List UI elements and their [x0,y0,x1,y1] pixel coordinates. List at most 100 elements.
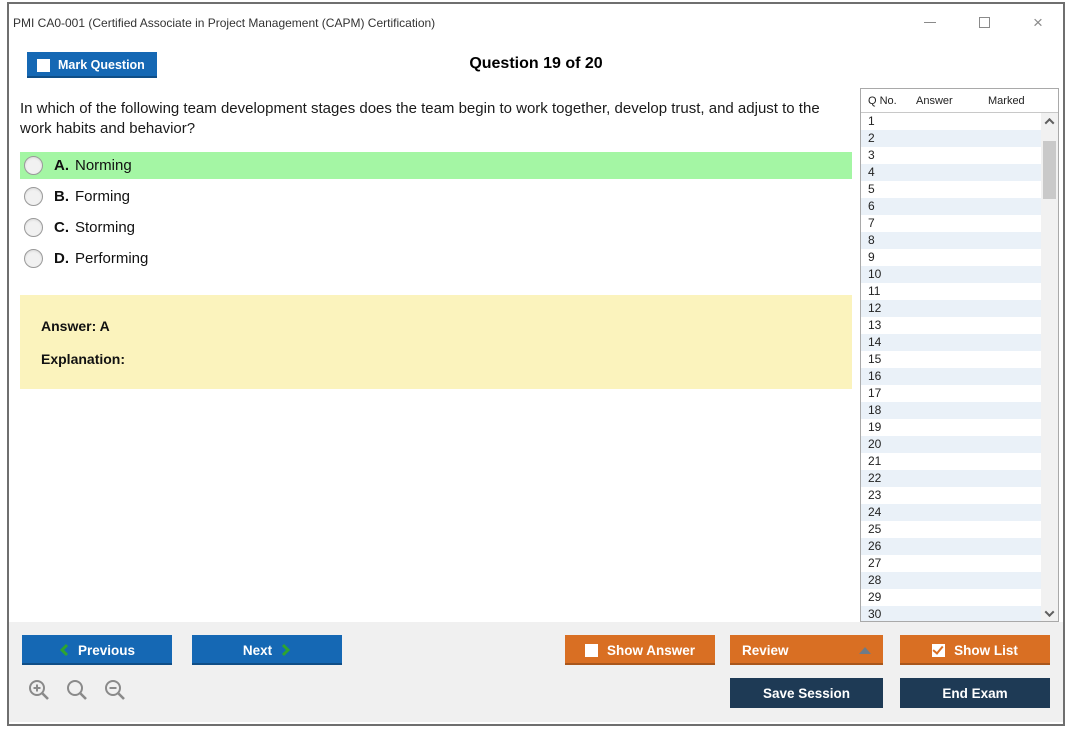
question-row-12[interactable]: 12 [861,300,1041,317]
question-list-body: 1 2 3 4 5 6 7 8 9 10 11 12 13 14 15 16 17 18 19 20 21 22 23 24 2… [861,113,1058,621]
previous-label: Previous [77,642,136,658]
column-header-answer: Answer [916,94,953,107]
save-session-button[interactable]: Save Session [730,678,883,708]
question-row-29[interactable]: 29 [868,590,882,604]
option-letter: A. [54,157,69,174]
answer-explanation-panel: Answer: A Explanation: [20,295,852,389]
show-list-button[interactable]: Show List [900,635,1050,665]
column-header-marked: Marked [988,94,1025,107]
question-row-11[interactable]: 11 [868,284,881,298]
review-button[interactable]: Review [730,635,883,665]
close-button[interactable]: × [1023,10,1053,34]
option-b[interactable]: B. Forming [20,183,852,210]
next-label: Next [242,642,273,658]
question-row-26[interactable]: 26 [861,538,1041,555]
show-list-checkbox-icon [932,643,946,657]
question-row-3[interactable]: 3 [868,148,875,162]
question-row-10[interactable]: 10 [861,266,1041,283]
option-a-radio[interactable] [24,156,43,175]
question-row-23[interactable]: 23 [868,488,882,502]
question-row-27[interactable]: 27 [868,556,882,570]
scrollbar-thumb[interactable] [1043,141,1056,199]
option-letter: B. [54,188,69,205]
question-row-21[interactable]: 21 [868,454,882,468]
chevron-left-icon [59,643,69,657]
question-row-30[interactable]: 30 [861,606,1041,621]
header-row: Question 19 of 20 Mark Question [9,46,1063,88]
question-list-scrollbar[interactable] [1041,113,1058,621]
options-list: A. Norming B. Forming C. Storming D. Per… [20,152,852,276]
scrollbar-track[interactable] [1041,129,1058,605]
question-row-2[interactable]: 2 [861,130,1041,147]
question-row-8[interactable]: 8 [861,232,1041,249]
zoom-reset-icon[interactable] [65,678,89,702]
zoom-in-icon[interactable] [27,678,51,702]
option-c[interactable]: C. Storming [20,214,852,241]
dropdown-up-icon [859,646,871,654]
question-row-9[interactable]: 9 [868,250,875,264]
question-row-4[interactable]: 4 [861,164,1041,181]
show-list-label: Show List [954,642,1018,658]
question-row-13[interactable]: 13 [868,318,882,332]
option-c-radio[interactable] [24,218,43,237]
question-list-rows: 1 2 3 4 5 6 7 8 9 10 11 12 13 14 15 16 17 18 19 20 21 22 23 24 2… [861,113,1041,621]
scroll-up-button[interactable] [1041,113,1058,129]
close-icon: × [1033,12,1043,32]
question-row-15[interactable]: 15 [868,352,882,366]
zoom-out-icon[interactable] [103,678,127,702]
option-b-radio[interactable] [24,187,43,206]
next-button[interactable]: Next [192,635,342,665]
option-d[interactable]: D. Performing [20,245,852,272]
question-row-5[interactable]: 5 [868,182,875,196]
question-list-panel: Q No. Answer Marked 1 2 3 4 5 6 7 8 9 10 11 12 13 14 1… [860,88,1059,622]
show-answer-button[interactable]: Show Answer [565,635,715,665]
minimize-icon [924,21,936,23]
option-label: Norming [75,157,132,174]
question-row-28[interactable]: 28 [861,572,1041,589]
question-row-18[interactable]: 18 [861,402,1041,419]
review-label: Review [742,642,789,658]
question-row-16[interactable]: 16 [861,368,1041,385]
end-exam-button[interactable]: End Exam [900,678,1050,708]
window-title: PMI CA0-001 (Certified Associate in Proj… [13,16,436,30]
question-row-20[interactable]: 20 [861,436,1041,453]
save-session-label: Save Session [762,685,851,701]
option-letter: C. [54,219,69,236]
option-d-radio[interactable] [24,249,43,268]
question-row-22[interactable]: 22 [861,470,1041,487]
question-row-14[interactable]: 14 [861,334,1041,351]
mark-question-checkbox-icon [37,58,50,72]
maximize-icon [978,16,990,28]
question-row-25[interactable]: 25 [868,522,882,536]
mark-question-button[interactable]: Mark Question [27,52,157,78]
scroll-down-button[interactable] [1041,605,1058,621]
zoom-controls [27,678,127,702]
option-label: Performing [75,250,149,267]
app-window: PMI CA0-001 (Certified Associate in Proj… [7,2,1065,726]
option-label: Storming [75,219,136,236]
option-a[interactable]: A. Norming [20,152,852,179]
chevron-up-icon [1044,117,1055,128]
question-row-7[interactable]: 7 [868,216,875,230]
show-answer-label: Show Answer [606,642,695,658]
previous-button[interactable]: Previous [22,635,172,665]
chevron-down-icon [1044,606,1055,617]
maximize-button[interactable] [969,10,999,34]
window-controls: × [915,10,1053,34]
question-list-header: Q No. Answer Marked [861,89,1058,113]
question-row-24[interactable]: 24 [861,504,1041,521]
chevron-right-icon [282,643,291,657]
question-text: In which of the following team developme… [20,100,820,138]
question-row-19[interactable]: 19 [868,420,882,434]
question-row-1[interactable]: 1 [868,114,875,128]
minimize-button[interactable] [915,10,945,34]
explanation-label: Explanation: [41,351,126,367]
question-row-17[interactable]: 17 [868,386,882,400]
show-answer-checkbox-icon [584,643,598,657]
footer-bar: Previous Next Show Answer Review Show Li… [9,622,1063,722]
end-exam-label: End Exam [942,685,1008,701]
question-counter: Question 19 of 20 [469,55,603,72]
column-header-qno: Q No. [868,94,897,107]
question-row-6[interactable]: 6 [861,198,1041,215]
option-label: Forming [75,188,131,205]
